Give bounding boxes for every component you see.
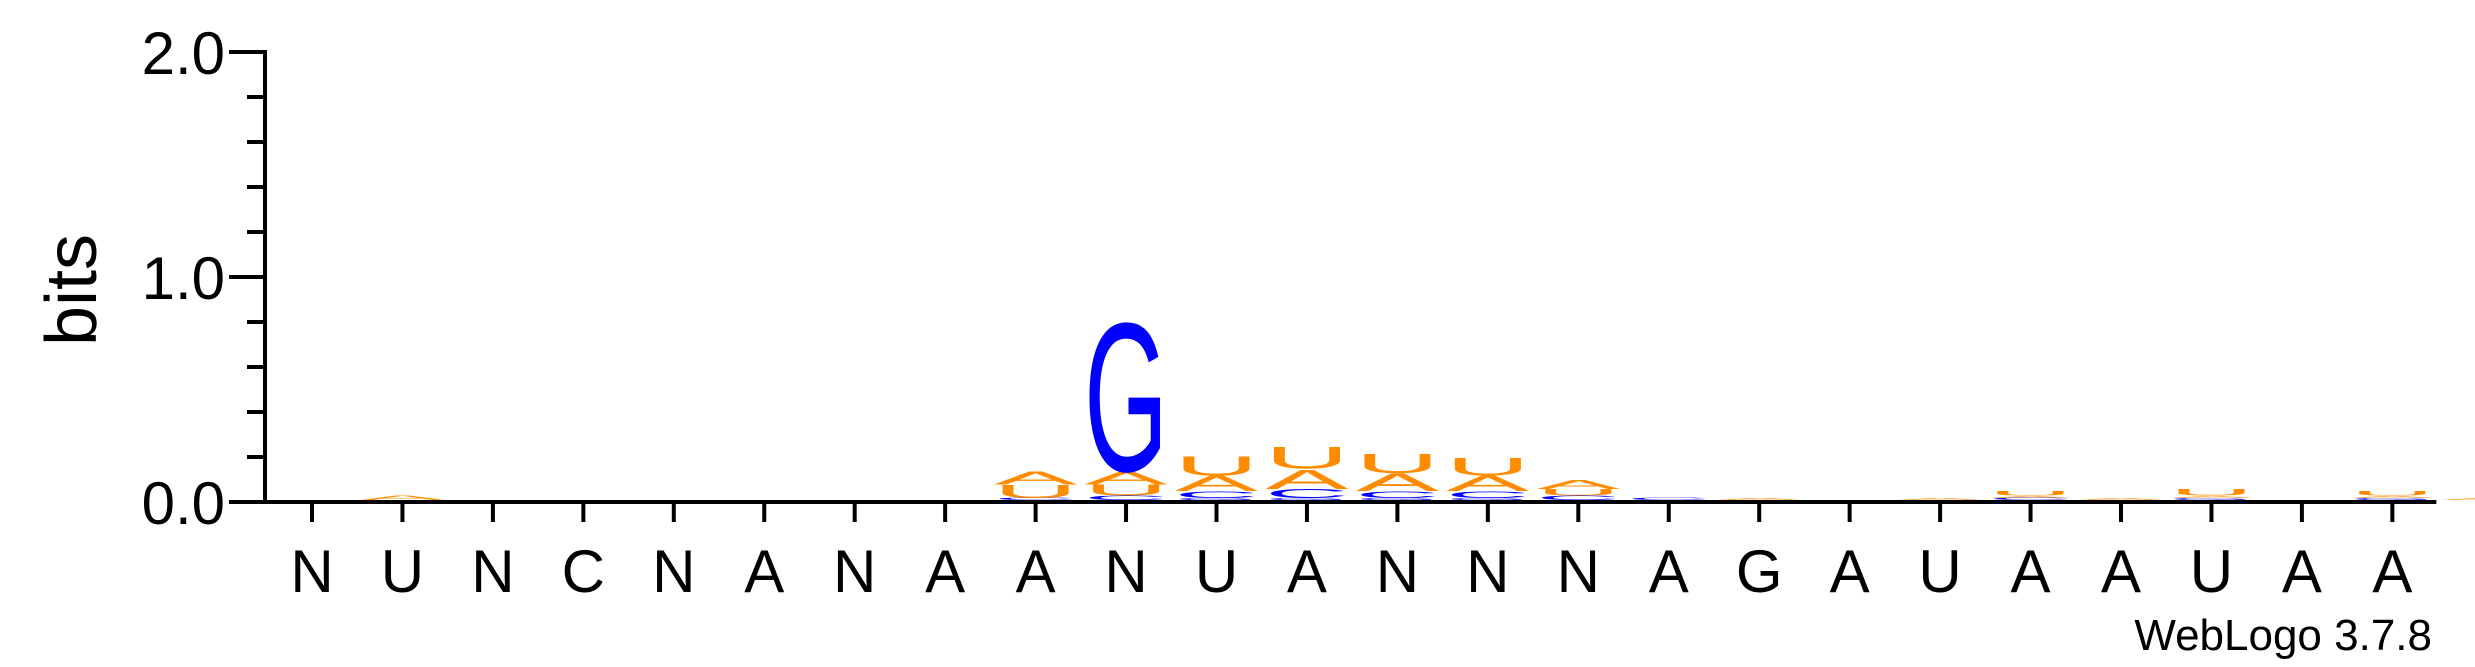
- logo-glyph-A: A: [1536, 477, 1620, 491]
- logo-glyph-C: C: [1627, 497, 1711, 500]
- x-tick-label: G: [1736, 538, 1783, 605]
- logo-glyph-U: U: [1084, 481, 1168, 499]
- logo-glyph-C: C: [1446, 489, 1530, 499]
- logo-glyph-C: C: [1355, 489, 1439, 499]
- x-tick-label: U: [381, 538, 424, 605]
- logo-glyph-C: C: [1536, 494, 1620, 501]
- x-tick-label: A: [2011, 538, 2051, 605]
- x-tick-label: A: [1287, 538, 1327, 605]
- logo-glyph-G: G: [2169, 497, 2253, 500]
- x-tick-label: A: [1016, 538, 1056, 605]
- x-tick-label: N: [652, 538, 695, 605]
- logo-glyph-A: A: [1356, 469, 1441, 497]
- logo-glyph-A: A: [361, 494, 446, 501]
- logo-glyph-U: U: [2169, 487, 2253, 497]
- y-axis: 0.0 1.0 2.0: [142, 20, 267, 537]
- weblogo-credit: WebLogo 3.7.8: [2134, 611, 2432, 660]
- logo-glyph-U: U: [2350, 490, 2434, 497]
- x-tick-label: A: [2282, 538, 2322, 605]
- x-tick-label: A: [1649, 538, 1689, 605]
- logo-glyph-U: U: [1174, 450, 1258, 482]
- y-tick-label: 0.0: [142, 470, 225, 537]
- logo-glyph-C: C: [994, 497, 1078, 500]
- logo-glyph-G: G: [1084, 278, 1168, 516]
- x-tick-label: U: [2190, 538, 2233, 605]
- x-tick-label: N: [471, 538, 514, 605]
- logo-glyph-A: A: [2170, 495, 2254, 498]
- logo-glyph-A: A: [1989, 495, 2073, 498]
- x-tick-label: N: [833, 538, 876, 605]
- logo-glyph-G: G: [1446, 497, 1530, 500]
- x-tick-label: U: [1195, 538, 1238, 605]
- logo-glyph-A: A: [1084, 467, 1168, 488]
- x-tick-label: N: [1104, 538, 1147, 605]
- logo-glyph-C: C: [1084, 494, 1168, 501]
- logo-glyph-C: C: [1174, 489, 1258, 499]
- x-tick-label: N: [290, 538, 333, 605]
- logo-glyph-A: A: [1446, 472, 1530, 496]
- logo-glyph-U: U: [1536, 487, 1620, 497]
- logo-glyph-A: A: [1265, 464, 1349, 495]
- x-tick-label: A: [1830, 538, 1870, 605]
- logo-glyph-U: U: [1355, 447, 1439, 479]
- logo-glyph-C: C: [1265, 486, 1349, 500]
- logo-glyph-A: A: [994, 467, 1078, 488]
- y-tick-label: 2.0: [142, 20, 225, 87]
- logo-glyph-A: A: [1717, 497, 1801, 500]
- y-axis-label: bits: [32, 234, 112, 346]
- x-tick-label: A: [2101, 538, 2141, 605]
- logo-glyph-A: A: [1175, 472, 1259, 496]
- logo-glyph-U: U: [1446, 453, 1530, 481]
- x-tick-label: U: [1918, 538, 1961, 605]
- x-tick-label: N: [1376, 538, 1419, 605]
- x-tick-label: N: [1557, 538, 1600, 605]
- x-tick-label: A: [925, 538, 965, 605]
- logo-glyph-A: A: [1898, 497, 1982, 500]
- logo-glyph-U: U: [1989, 490, 2073, 497]
- logo-glyph-A: A: [2079, 497, 2163, 500]
- x-tick-label: N: [1466, 538, 1509, 605]
- logo-glyph-G: G: [2350, 497, 2434, 500]
- y-tick-label: 1.0: [142, 245, 225, 312]
- logo-glyph-C: C: [1989, 497, 2073, 500]
- x-tick-label: A: [744, 538, 784, 605]
- logo-glyph-A: A: [2441, 497, 2475, 500]
- x-tick-label: A: [2372, 538, 2412, 605]
- logo-glyph-G: G: [1265, 497, 1349, 500]
- logo-glyph-U: U: [1265, 441, 1349, 476]
- x-tick-label: C: [562, 538, 605, 605]
- logo-glyph-G: G: [1355, 497, 1439, 500]
- logo-glyph-A: A: [2351, 495, 2435, 498]
- logo-glyph-G: G: [1175, 497, 1259, 500]
- logo-glyph-U: U: [994, 481, 1078, 502]
